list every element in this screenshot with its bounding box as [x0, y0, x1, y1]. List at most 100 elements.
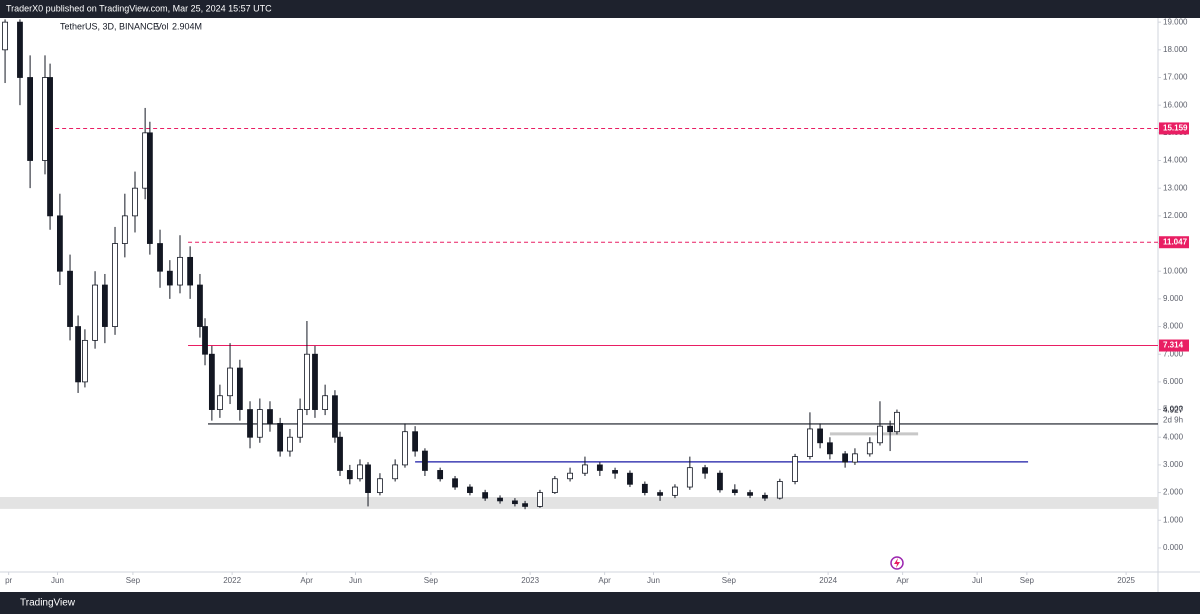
candle-body — [894, 411, 900, 433]
y-tick-label: 12.000 — [1163, 211, 1188, 220]
candle-body — [256, 409, 263, 438]
publisher: TraderX0 published on TradingView.com, M… — [6, 3, 272, 13]
candle-body — [142, 132, 149, 189]
candle-body — [287, 436, 293, 452]
price-label-box — [1159, 122, 1189, 135]
top-bar — [0, 0, 1200, 18]
candle-body — [731, 489, 738, 493]
candle-body — [422, 450, 428, 471]
candle-body — [877, 425, 883, 444]
candle-body — [187, 256, 194, 286]
candle-body — [482, 492, 489, 499]
candle-body — [337, 436, 343, 471]
y-tick-label: 4.000 — [1163, 432, 1184, 441]
candle-body — [322, 395, 329, 410]
y-tick-label: 8.000 — [1163, 322, 1184, 331]
candle-body — [686, 467, 693, 488]
candle-body — [202, 326, 208, 355]
candle-body — [522, 503, 528, 507]
price-label-box — [1159, 339, 1189, 352]
candle-body — [17, 21, 23, 78]
y-tick-label: 2.000 — [1163, 488, 1184, 497]
candle-body — [402, 431, 408, 466]
x-tick-label: Apr — [598, 576, 611, 585]
y-tick-label: 7.000 — [1163, 349, 1184, 358]
bottom-bar — [0, 592, 1200, 614]
candle-body — [166, 270, 173, 286]
candle-body — [657, 492, 663, 496]
candle-body — [177, 256, 183, 286]
price-label: 7.314 — [1163, 341, 1184, 350]
candle-body — [377, 478, 383, 493]
x-tick-label: Jul — [972, 576, 982, 585]
price-label: 11.047 — [1163, 237, 1188, 246]
y-tick-label: 17.000 — [1163, 73, 1188, 82]
candle-body — [27, 77, 33, 161]
spark-icon[interactable] — [890, 556, 904, 570]
candle-body — [304, 353, 310, 410]
candle-body — [121, 215, 128, 244]
candle-body — [132, 187, 138, 217]
countdown: 2d 9h — [1163, 416, 1183, 425]
current-price: 4.927 — [1163, 406, 1184, 415]
candle-body — [112, 243, 118, 327]
candle-body — [357, 464, 363, 480]
x-tick-label: Sep — [1020, 576, 1035, 585]
candle-body — [551, 478, 558, 493]
candle-body — [146, 132, 153, 244]
y-tick-label: 10.000 — [1163, 266, 1188, 275]
x-tick-label: Sep — [424, 576, 439, 585]
volume-label: Vol — [156, 21, 169, 31]
candle-body — [236, 367, 243, 410]
x-tick-label: Apr — [300, 576, 313, 585]
x-tick-label: 2025 — [1117, 576, 1135, 585]
price-label-box — [1159, 236, 1189, 249]
candle-body — [2, 21, 8, 51]
x-tick-label: pr — [5, 576, 12, 585]
candle-body — [392, 464, 399, 480]
x-tick-label: 2023 — [521, 576, 539, 585]
x-tick-label: Jun — [349, 576, 362, 585]
x-tick-label: Jun — [647, 576, 660, 585]
brand: TradingView — [20, 598, 76, 609]
candle-body — [312, 353, 318, 410]
candle-body — [842, 453, 849, 463]
x-tick-label: Sep — [722, 576, 737, 585]
candle-body — [807, 428, 813, 458]
y-tick-label: 9.000 — [1163, 294, 1184, 303]
y-tick-label: 6.000 — [1163, 377, 1184, 386]
candle-body — [792, 456, 798, 482]
y-tick-label: 16.000 — [1163, 100, 1188, 109]
y-tick-label: 19.000 — [1163, 17, 1188, 26]
candle-body — [817, 428, 823, 444]
candle-body — [852, 453, 858, 463]
x-tick-label: Sep — [126, 576, 141, 585]
x-tick-label: 2022 — [223, 576, 241, 585]
x-tick-label: 2024 — [819, 576, 837, 585]
candle-body — [42, 77, 48, 161]
candle-body — [887, 425, 894, 433]
candle-body — [157, 243, 163, 272]
candle-body — [365, 464, 371, 493]
candle-body — [197, 284, 203, 327]
candle-body — [641, 483, 648, 493]
y-tick-label: 3.000 — [1163, 460, 1184, 469]
y-tick-label: 0.000 — [1163, 543, 1184, 552]
candle-body — [582, 464, 588, 474]
candle-body — [702, 467, 708, 474]
candle-body — [497, 497, 503, 502]
candle-body — [247, 409, 253, 438]
candle-body — [412, 431, 419, 452]
symbol: TetherUS, 3D, BINANCE — [60, 21, 159, 31]
x-tick-label: Jun — [51, 576, 64, 585]
candle-body — [827, 442, 833, 455]
candle-body — [75, 326, 81, 383]
candle-body — [277, 422, 284, 452]
candle-body — [512, 500, 518, 505]
candle-body — [467, 486, 473, 493]
candle-body — [82, 339, 88, 383]
candle-body — [56, 215, 63, 272]
candle-body — [208, 353, 215, 410]
candle-body — [627, 472, 633, 485]
candle-body — [747, 492, 753, 496]
